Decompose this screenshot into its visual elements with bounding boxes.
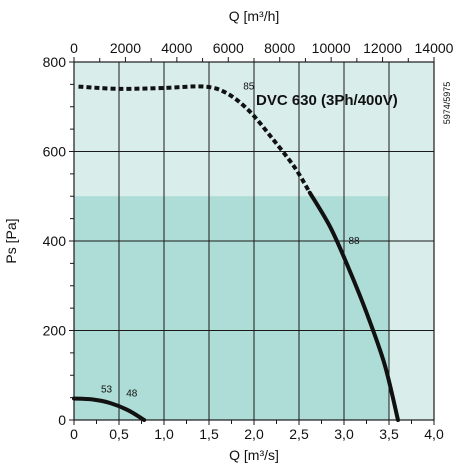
top-tick-label-5: 10000 — [312, 40, 351, 56]
bottom-tick-label-3: 1,5 — [199, 426, 219, 442]
model-label: DVC 630 (3Ph/400V) — [256, 92, 398, 109]
bottom-tick-label-6: 3,0 — [334, 426, 354, 442]
curve-solid-2 — [72, 396, 147, 422]
top-tick-label-0: 0 — [70, 40, 78, 56]
top-tick-label-3: 6000 — [213, 40, 244, 56]
side-code: 5974/5975 — [442, 82, 452, 125]
ticks: 0 0,5 1,0 1,5 2,0 2,5 3,0 3,5 4,00 2000 4000 6000 80… — [43, 40, 454, 442]
curves: 85 88 53 48 — [72, 82, 400, 422]
bottom-axis-title: Q [m³/s] — [229, 447, 279, 463]
top-tick-label-2: 4000 — [161, 40, 192, 56]
y-tick-label-1: 200 — [43, 323, 67, 339]
y-axis-title: Ps [Pa] — [3, 218, 19, 263]
bottom-tick-label-2: 1,0 — [154, 426, 174, 442]
y-tick-label-4: 800 — [43, 54, 67, 70]
curve-annotation-3: 48 — [126, 389, 138, 400]
curve-solid-1 — [307, 190, 400, 422]
top-tick-label-7: 14000 — [415, 40, 454, 56]
top-tick-label-6: 12000 — [363, 40, 402, 56]
y-tick-label-0: 0 — [58, 412, 66, 428]
bottom-tick-label-0: 0 — [70, 426, 78, 442]
bottom-tick-label-8: 4,0 — [424, 426, 444, 442]
curve-annotation-2: 53 — [101, 384, 113, 395]
y-tick-label-3: 600 — [43, 144, 67, 160]
curve-annotation-1: 88 — [349, 236, 361, 247]
top-axis-title: Q [m³/h] — [229, 8, 280, 24]
region-inner — [74, 196, 389, 420]
bottom-tick-label-7: 3,5 — [379, 426, 399, 442]
labels: Q [m³/h] Q [m³/s] Ps [Pa] DVC 630 (3Ph/4… — [3, 8, 452, 463]
top-tick-label-4: 8000 — [264, 40, 295, 56]
top-tick-label-1: 2000 — [110, 40, 141, 56]
bottom-tick-label-1: 0,5 — [109, 426, 129, 442]
bottom-tick-label-4: 2,0 — [244, 426, 264, 442]
y-tick-label-2: 400 — [43, 233, 67, 249]
bottom-tick-label-5: 2,5 — [289, 426, 309, 442]
curve-annotation-0: 85 — [243, 82, 255, 93]
